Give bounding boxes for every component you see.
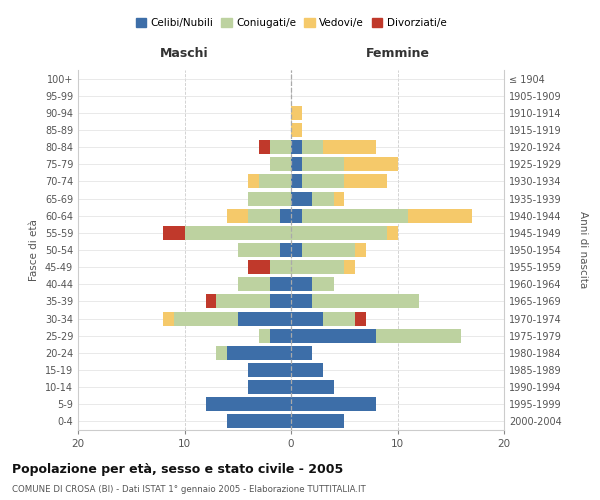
- Bar: [270, 260, 291, 274]
- Bar: [291, 123, 302, 137]
- Bar: [302, 208, 408, 222]
- Text: Popolazione per età, sesso e stato civile - 2005: Popolazione per età, sesso e stato civil…: [12, 462, 343, 475]
- Text: COMUNE DI CROSA (BI) - Dati ISTAT 1° gennaio 2005 - Elaborazione TUTTITALIA.IT: COMUNE DI CROSA (BI) - Dati ISTAT 1° gen…: [12, 485, 366, 494]
- Bar: [174, 312, 238, 326]
- Bar: [291, 174, 302, 188]
- Bar: [344, 174, 387, 188]
- Bar: [302, 243, 355, 257]
- Bar: [344, 260, 355, 274]
- Bar: [376, 328, 461, 342]
- Bar: [163, 312, 174, 326]
- Bar: [291, 294, 313, 308]
- Bar: [270, 294, 291, 308]
- Bar: [291, 363, 323, 377]
- Bar: [291, 346, 313, 360]
- Bar: [206, 398, 291, 411]
- Bar: [248, 192, 291, 205]
- Bar: [302, 158, 344, 172]
- Bar: [238, 278, 270, 291]
- Bar: [344, 158, 398, 172]
- Bar: [313, 294, 419, 308]
- Bar: [302, 174, 344, 188]
- Bar: [387, 226, 398, 240]
- Bar: [355, 243, 365, 257]
- Bar: [291, 414, 344, 428]
- Bar: [217, 346, 227, 360]
- Bar: [291, 260, 344, 274]
- Bar: [302, 140, 323, 154]
- Bar: [227, 346, 291, 360]
- Bar: [313, 278, 334, 291]
- Bar: [185, 226, 291, 240]
- Bar: [280, 243, 291, 257]
- Bar: [291, 328, 376, 342]
- Bar: [291, 226, 387, 240]
- Bar: [248, 260, 270, 274]
- Bar: [270, 278, 291, 291]
- Bar: [259, 328, 270, 342]
- Bar: [270, 158, 291, 172]
- Bar: [323, 140, 376, 154]
- Bar: [291, 208, 302, 222]
- Bar: [291, 312, 323, 326]
- Bar: [291, 243, 302, 257]
- Bar: [206, 294, 217, 308]
- Legend: Celibi/Nubili, Coniugati/e, Vedovi/e, Divorziati/e: Celibi/Nubili, Coniugati/e, Vedovi/e, Di…: [131, 14, 451, 32]
- Bar: [270, 140, 291, 154]
- Bar: [313, 192, 334, 205]
- Bar: [334, 192, 344, 205]
- Bar: [355, 312, 365, 326]
- Bar: [227, 208, 248, 222]
- Bar: [291, 158, 302, 172]
- Bar: [270, 328, 291, 342]
- Bar: [408, 208, 472, 222]
- Bar: [291, 380, 334, 394]
- Bar: [291, 140, 302, 154]
- Bar: [291, 278, 313, 291]
- Bar: [238, 312, 291, 326]
- Bar: [291, 398, 376, 411]
- Bar: [248, 208, 280, 222]
- Bar: [217, 294, 270, 308]
- Bar: [323, 312, 355, 326]
- Text: Maschi: Maschi: [160, 46, 209, 60]
- Bar: [291, 106, 302, 120]
- Y-axis label: Anni di nascita: Anni di nascita: [578, 212, 589, 288]
- Bar: [227, 414, 291, 428]
- Bar: [291, 192, 313, 205]
- Bar: [248, 174, 259, 188]
- Text: Femmine: Femmine: [365, 46, 430, 60]
- Bar: [259, 140, 270, 154]
- Bar: [163, 226, 185, 240]
- Y-axis label: Fasce di età: Fasce di età: [29, 219, 39, 281]
- Bar: [238, 243, 280, 257]
- Bar: [248, 380, 291, 394]
- Bar: [248, 363, 291, 377]
- Bar: [259, 174, 291, 188]
- Bar: [280, 208, 291, 222]
